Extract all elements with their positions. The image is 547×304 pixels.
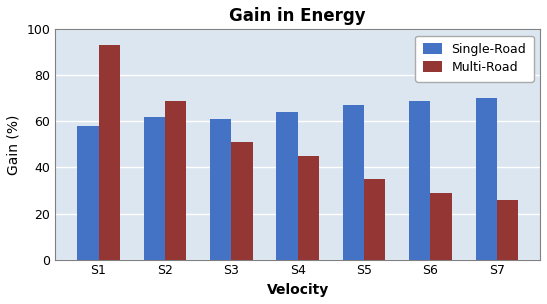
Title: Gain in Energy: Gain in Energy — [229, 7, 366, 25]
Bar — [409, 101, 430, 260]
Legend: Single-Road, Multi-Road: Single-Road, Multi-Road — [415, 36, 534, 81]
Bar — [231, 142, 253, 260]
X-axis label: Velocity: Velocity — [266, 283, 329, 297]
Y-axis label: Gain (%): Gain (%) — [7, 114, 21, 174]
Bar — [165, 101, 186, 260]
Bar — [77, 126, 98, 260]
Bar — [276, 112, 298, 260]
Bar — [475, 98, 497, 260]
Bar — [144, 117, 165, 260]
Bar — [298, 156, 319, 260]
Bar — [98, 45, 120, 260]
Bar — [210, 119, 231, 260]
Bar — [497, 200, 518, 260]
Bar — [343, 105, 364, 260]
Bar — [430, 193, 452, 260]
Bar — [364, 179, 385, 260]
